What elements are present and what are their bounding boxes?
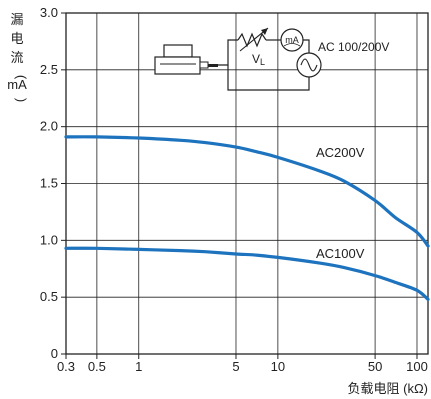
- y-axis-title: 漏 电 流 ( mA ): [7, 12, 29, 102]
- ac-source-sine-icon: [300, 58, 318, 72]
- x-axis-title: 负载电阻 (kΩ): [348, 381, 429, 396]
- measurement-circuit-diagram: mA VL AC 100/200V: [154, 27, 389, 91]
- y-axis-title-line-1: 漏: [10, 12, 23, 27]
- circuit-wiring: [227, 65, 310, 91]
- x-tick-label: 0.5: [88, 359, 106, 374]
- variable-resistor-arrowhead: [261, 28, 268, 35]
- milliammeter-needle-icon: [283, 43, 301, 47]
- series-line-ac200v: [64, 135, 430, 248]
- x-tick-label: 50: [368, 359, 382, 374]
- x-tick-label: 5: [232, 359, 239, 374]
- circuit-wiring: [303, 39, 310, 53]
- series-line-ac100v: [64, 246, 430, 301]
- y-tick-label: 3.0: [40, 5, 58, 20]
- y-tick-label: 2.5: [40, 62, 58, 77]
- y-tick-label: 2.0: [40, 119, 58, 134]
- supply-voltage-label: AC 100/200V: [318, 40, 389, 54]
- variable-resistor-symbol: [237, 32, 267, 48]
- sensor-device-icon: [154, 44, 218, 75]
- x-tick-label: 100: [406, 359, 428, 374]
- y-tick-label: 1.5: [40, 176, 58, 191]
- axis-ticks: 0 0.5 1.0 1.5 2.0 2.5 3.0 0.3 0.5 1 5 10 50 100: [40, 5, 428, 374]
- x-tick-label: 0.3: [57, 359, 75, 374]
- y-axis-title-paren-open: (: [14, 75, 29, 80]
- y-tick-label: 0: [51, 346, 58, 361]
- y-tick-label: 1.0: [40, 232, 58, 247]
- circuit-wiring: [218, 39, 238, 66]
- y-axis-title-unit: mA: [7, 77, 27, 92]
- series-lines: [64, 135, 430, 301]
- x-tick-label: 10: [271, 359, 285, 374]
- grid: [66, 13, 428, 354]
- y-axis-title-line-3: 流: [10, 50, 23, 65]
- resistor-label: VL: [252, 52, 265, 67]
- y-axis-title-line-2: 电: [10, 31, 23, 46]
- series-label-ac200v: AC200V: [316, 145, 365, 160]
- x-tick-label: 1: [135, 359, 142, 374]
- milliammeter-label: mA: [285, 35, 299, 45]
- series-label-ac100v: AC100V: [316, 246, 365, 261]
- y-tick-label: 0.5: [40, 289, 58, 304]
- y-axis-title-paren-close: ): [14, 98, 29, 102]
